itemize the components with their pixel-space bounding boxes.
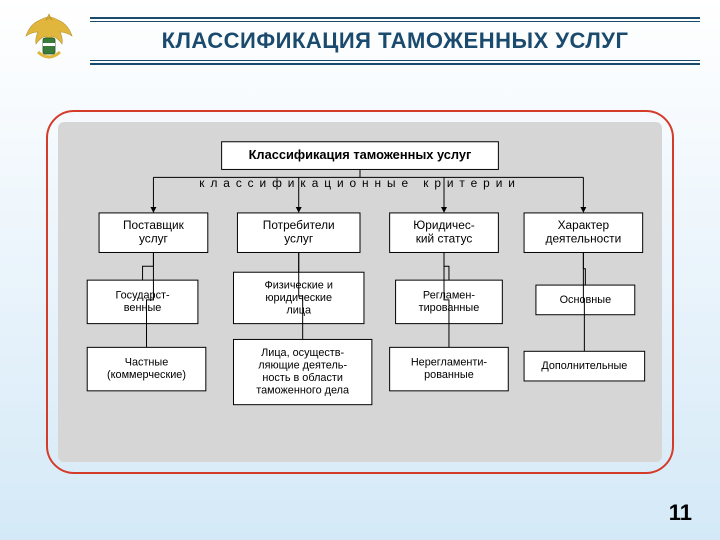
svg-text:кий статус: кий статус [416,232,473,246]
title-rule-top [90,17,700,22]
svg-text:Классификация таможенных услуг: Классификация таможенных услуг [249,147,472,162]
svg-text:Основные: Основные [560,294,612,306]
svg-text:Поставщик: Поставщик [123,218,185,232]
svg-text:Лица, осуществ-: Лица, осуществ- [261,347,344,359]
diagram-outer-frame: Классификация таможенных услуг классифика… [46,110,674,474]
svg-text:Частные: Частные [125,357,169,369]
svg-text:Нерегламенти-: Нерегламенти- [411,357,488,369]
eagle-icon [26,14,72,57]
title-block: КЛАССИФИКАЦИЯ ТАМОЖЕННЫХ УСЛУГ [90,9,700,65]
svg-text:лица: лица [286,304,312,316]
svg-text:услуг: услуг [139,232,168,246]
svg-text:ляющие деятель-: ляющие деятель- [258,360,347,372]
svg-text:Юридичес-: Юридичес- [413,218,474,232]
svg-text:венные: венные [124,302,162,314]
svg-text:ность в области: ность в области [262,372,343,384]
slide-header: КЛАССИФИКАЦИЯ ТАМОЖЕННЫХ УСЛУГ [0,0,720,66]
svg-text:Государст-: Государст- [115,290,170,302]
svg-text:таможенного дела: таможенного дела [256,385,350,397]
svg-text:(коммерческие): (коммерческие) [107,369,186,381]
svg-text:Дополнительные: Дополнительные [541,360,627,372]
svg-text:Характер: Характер [558,218,610,232]
slide-title: КЛАССИФИКАЦИЯ ТАМОЖЕННЫХ УСЛУГ [90,28,700,54]
emblem-logo [20,8,78,66]
svg-text:Потребители: Потребители [263,218,335,232]
page-number: 11 [669,500,692,526]
diagram-inner-card: Классификация таможенных услуг классифика… [58,122,662,462]
svg-text:услуг: услуг [284,232,313,246]
svg-text:рованные: рованные [424,369,474,381]
title-rule-bottom [90,60,700,65]
classification-diagram: Классификация таможенных услуг классифика… [58,122,662,462]
svg-text:деятельности: деятельности [546,232,622,246]
svg-text:классификационные критерии: классификационные критерии [199,176,521,190]
